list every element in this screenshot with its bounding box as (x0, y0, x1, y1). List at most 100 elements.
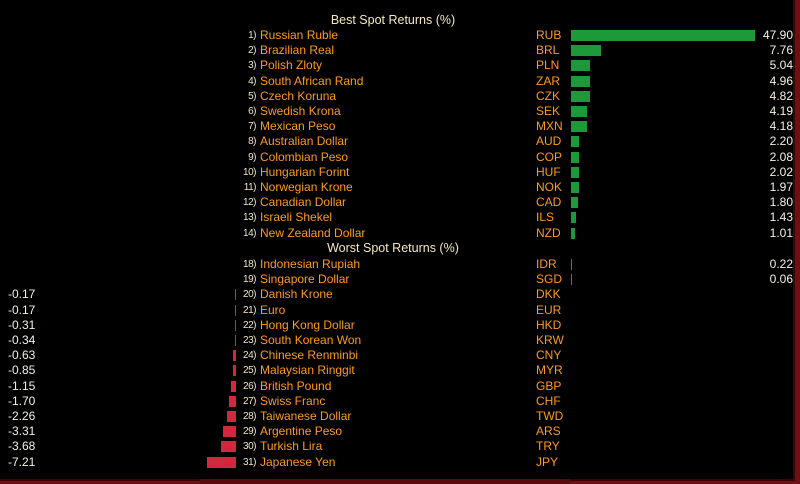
return-value: 4.96 (769, 73, 793, 88)
window-bottom-edge (200, 479, 570, 484)
currency-row: 31) Japanese Yen JPY -7.21 (0, 455, 793, 470)
currency-code: PLN (536, 58, 560, 73)
negative-return-bar (229, 395, 236, 407)
return-value: -3.31 (8, 424, 36, 439)
rank-label: 12) (243, 197, 256, 209)
positive-return-bar (571, 90, 590, 102)
currency-row: 13) Israeli Shekel ILS 1.43 (0, 210, 793, 225)
rank-label: 31) (243, 456, 256, 468)
negative-return-bar (227, 411, 236, 422)
positive-return-bar (571, 45, 601, 57)
rank-label: 27) (243, 395, 256, 407)
currency-code: JPY (536, 454, 559, 469)
negative-return-bar (221, 441, 236, 453)
negative-return-bar (235, 289, 236, 301)
best-returns-heading: Best Spot Returns (%) (330, 13, 456, 27)
currency-code: ILS (536, 210, 555, 225)
rank-label: 23) (243, 335, 256, 346)
currency-code: EUR (536, 302, 562, 317)
currency-name: Canadian Dollar (260, 195, 347, 210)
negative-return-bar (231, 380, 236, 392)
return-value: 47.90 (762, 28, 793, 42)
currency-code: MXN (536, 119, 563, 134)
currency-code: MYR (536, 363, 563, 378)
currency-name: Russian Ruble (260, 28, 339, 42)
negative-return-bar (207, 456, 236, 468)
currency-row: 7) Mexican Peso MXN 4.18 (0, 119, 793, 134)
currency-code: TRY (536, 439, 560, 454)
currency-code: BRL (536, 43, 560, 58)
currency-row: 4) South African Rand ZAR 4.96 (0, 74, 793, 89)
currency-name: Swedish Krona (260, 104, 341, 118)
rank-label: 20) (243, 289, 256, 301)
negative-return-bar (235, 304, 236, 316)
return-value: 2.08 (769, 149, 793, 164)
positive-return-bar (571, 30, 755, 41)
currency-code: KRW (536, 333, 564, 347)
currency-name: Colombian Peso (260, 149, 349, 164)
return-value: -3.68 (8, 439, 36, 454)
return-value: 4.19 (769, 104, 793, 118)
currency-row: 10) Hungarian Forint HUF 2.02 (0, 165, 793, 180)
rank-label: 10) (243, 166, 256, 178)
rank-label: 4) (248, 75, 256, 87)
currency-code: AUD (536, 134, 562, 149)
rank-label: 29) (243, 426, 256, 438)
positive-return-bar (571, 182, 579, 193)
rank-label: 22) (243, 319, 256, 331)
currency-code: GBP (536, 378, 562, 393)
positive-return-bar (571, 197, 578, 209)
currency-name: Israeli Shekel (260, 210, 333, 225)
currency-row: 25) Malaysian Ringgit MYR -0.85 (0, 363, 793, 378)
return-value: 4.82 (769, 88, 793, 103)
rank-label: 13) (243, 212, 256, 224)
currency-row: 29) Argentine Peso ARS -3.31 (0, 424, 793, 439)
return-value: -0.85 (8, 363, 36, 378)
return-value: 4.18 (769, 119, 793, 134)
currency-row: 3) Polish Zloty PLN 5.04 (0, 58, 793, 73)
currency-name: Australian Dollar (260, 134, 349, 149)
currency-row: 8) Australian Dollar AUD 2.20 (0, 134, 793, 149)
currency-name: South Korean Won (260, 333, 362, 347)
rank-label: 11) (243, 182, 257, 193)
currency-code: DKK (536, 287, 561, 302)
worst-returns-heading: Worst Spot Returns (%) (327, 241, 459, 255)
currency-row: 11) Norwegian Krone NOK 1.97 (0, 180, 793, 195)
rank-label: 26) (243, 380, 256, 392)
currency-name: Argentine Peso (260, 424, 343, 439)
currency-name: Japanese Yen (260, 454, 336, 469)
return-value: -0.17 (8, 302, 36, 317)
currency-name: Czech Koruna (260, 88, 337, 103)
positive-return-bar (571, 60, 590, 72)
currency-code: ARS (536, 424, 561, 439)
rank-label: 3) (248, 60, 256, 72)
currency-row: 1) Russian Ruble RUB 47.90 (0, 28, 793, 43)
currency-code: RUB (536, 28, 562, 42)
rank-label: 30) (243, 441, 256, 453)
negative-return-bar (223, 426, 236, 438)
currency-code: CHF (536, 393, 561, 408)
return-value: -2.26 (8, 409, 36, 423)
positive-return-bar (571, 227, 575, 239)
return-value: -0.63 (8, 348, 36, 363)
return-value: 1.80 (769, 195, 793, 210)
rank-label: 6) (248, 106, 256, 117)
currency-name: Hong Kong Dollar (260, 317, 355, 332)
currency-row: 20) Danish Krone DKK -0.17 (0, 287, 793, 302)
return-value: -1.70 (8, 393, 36, 408)
negative-return-bar (235, 319, 236, 331)
negative-return-bar (235, 335, 236, 346)
currency-row: 27) Swiss Franc CHF -1.70 (0, 394, 793, 409)
currency-code: HKD (536, 317, 562, 332)
currency-code: CNY (536, 348, 562, 363)
currency-name: Turkish Lira (260, 439, 323, 454)
rank-label: 21) (243, 304, 256, 316)
return-value: -0.31 (8, 317, 36, 332)
currency-name: New Zealand Dollar (260, 225, 366, 240)
rank-label: 5) (248, 90, 256, 102)
rank-label: 8) (248, 136, 256, 148)
currency-row: 23) South Korean Won KRW -0.34 (0, 333, 793, 348)
negative-return-bar (233, 365, 236, 377)
currency-name: Indonesian Rupiah (260, 257, 361, 271)
return-value: 0.22 (769, 257, 793, 271)
